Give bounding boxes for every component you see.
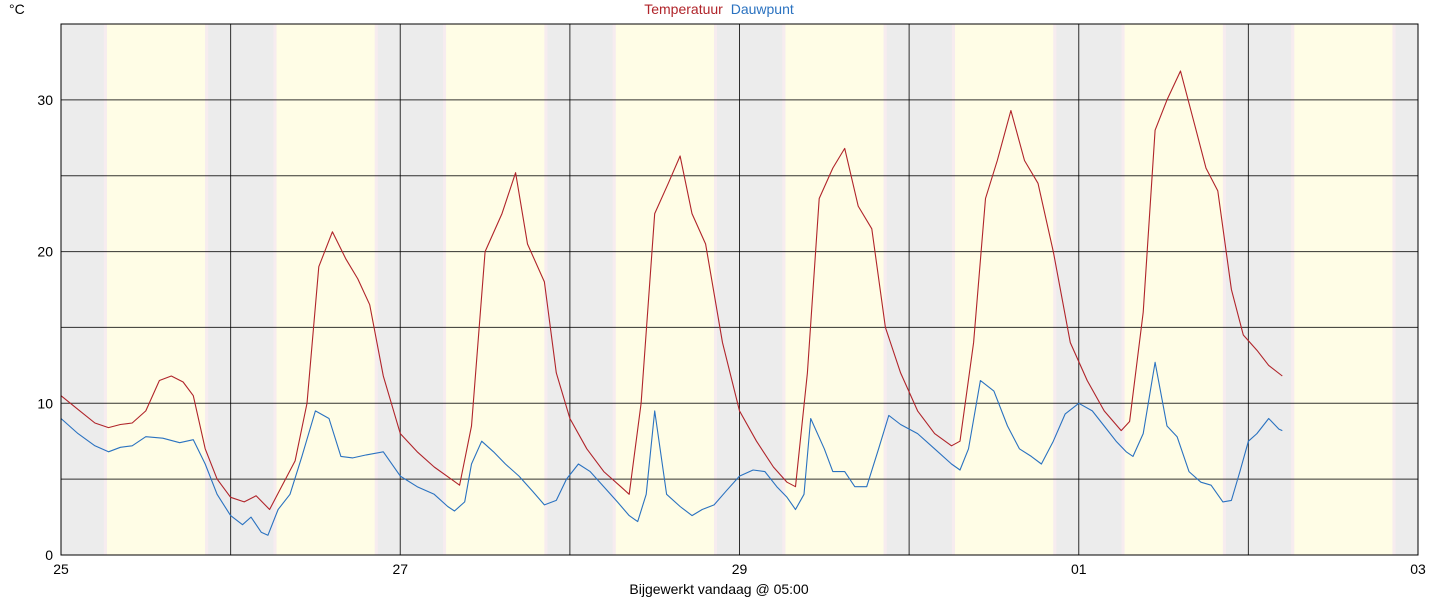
dawn-band xyxy=(782,24,786,555)
day-band xyxy=(1294,24,1393,555)
dawn-band xyxy=(273,24,277,555)
dawn-band xyxy=(1121,24,1125,555)
day-band xyxy=(106,24,206,555)
y-tick-label: 0 xyxy=(45,547,53,563)
dauwpunt-line xyxy=(60,361,1283,536)
dusk-band xyxy=(205,24,209,555)
dusk-band xyxy=(374,24,378,555)
x-tick-label: 27 xyxy=(392,561,408,577)
legend: Temperatuur Dauwpunt xyxy=(644,1,794,17)
dusk-band xyxy=(1053,24,1057,555)
footer-updated: Bijgewerkt vandaag @ 05:00 xyxy=(629,581,808,597)
day-band xyxy=(1124,24,1223,555)
y-tick-label: 30 xyxy=(37,92,53,108)
x-tick-label: 01 xyxy=(1071,561,1087,577)
x-axis-ticks: 25 27 29 01 03 xyxy=(53,561,1426,577)
dawn-band xyxy=(103,24,107,555)
series-lines xyxy=(60,70,1283,536)
y-tick-label: 20 xyxy=(37,244,53,260)
day-band xyxy=(615,24,715,555)
x-tick-label: 29 xyxy=(732,561,748,577)
legend-dauwpunt: Dauwpunt xyxy=(731,1,794,17)
x-tick-label: 25 xyxy=(53,561,69,577)
day-band xyxy=(954,24,1054,555)
legend-temperatuur: Temperatuur xyxy=(644,1,723,17)
day-band xyxy=(785,24,884,555)
plot-frame xyxy=(60,23,1419,556)
day-band xyxy=(276,24,375,555)
dawn-band xyxy=(612,24,616,555)
day-band xyxy=(446,24,545,555)
dusk-band xyxy=(1222,24,1226,555)
temperatuur-line xyxy=(60,70,1283,511)
dusk-band xyxy=(714,24,718,555)
dusk-band xyxy=(1392,24,1396,555)
y-axis-ticks: 0 10 20 30 xyxy=(37,92,53,563)
grid-lines xyxy=(61,24,1418,555)
dawn-band xyxy=(1291,24,1295,555)
dawn-band xyxy=(951,24,955,555)
dawn-band xyxy=(443,24,447,555)
y-tick-label: 10 xyxy=(37,395,53,411)
x-tick-label: 03 xyxy=(1410,561,1426,577)
y-unit-label: °C xyxy=(9,1,25,17)
dusk-band xyxy=(883,24,887,555)
